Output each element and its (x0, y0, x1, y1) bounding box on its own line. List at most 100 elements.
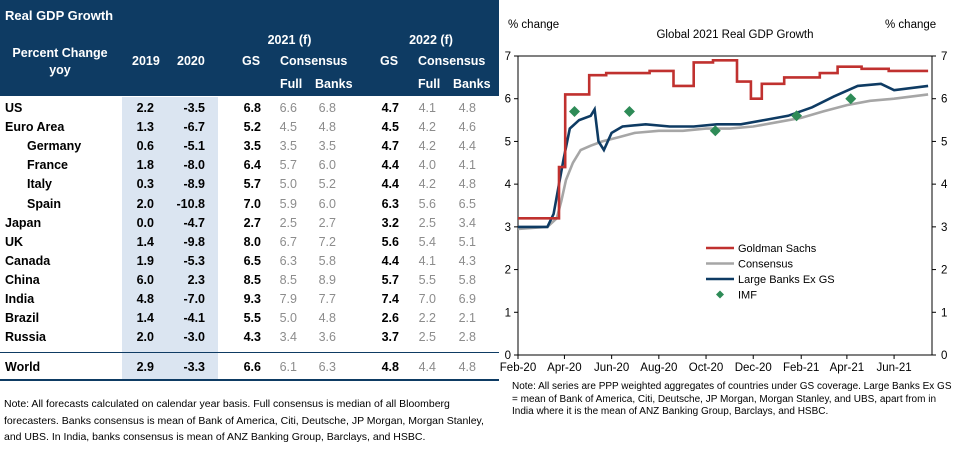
gs-2022-header: GS (380, 54, 399, 68)
left-tick-label: 4 (505, 179, 512, 191)
cell-v2019: 0.0 (136, 215, 154, 230)
cell-full22: 5.4 (418, 234, 436, 249)
cell-v2020: -3.0 (183, 330, 205, 345)
imf-point (568, 106, 580, 118)
row-label: World (5, 360, 41, 374)
cell-v2020: -6.7 (183, 120, 205, 135)
table-row: Euro Area 1.3 -6.7 5.2 4.5 4.8 4.5 4.2 4.6 (0, 118, 499, 137)
cell-v2019: 1.8 (136, 158, 154, 173)
cell-gs22: 4.7 (381, 139, 399, 154)
cell-full21: 5.0 (279, 311, 297, 326)
right-tick-label: 1 (941, 307, 947, 319)
x-tick-label: Apr-20 (547, 362, 582, 374)
cell-full22: 5.5 (418, 272, 436, 287)
cell-banks22: 4.8 (458, 101, 476, 115)
legend-label: Goldman Sachs (738, 243, 817, 255)
cell-gs21: 6.5 (243, 253, 261, 268)
cell-full22: 2.5 (418, 330, 436, 345)
cell-full22: 4.0 (418, 158, 436, 173)
cell-gs21: 7.0 (243, 196, 261, 211)
gdp-table: Real GDP Growth Percent Change yoy 2019 … (0, 0, 499, 443)
legend-label: Large Banks Ex GS (738, 274, 835, 286)
imf-point (709, 125, 721, 137)
left-tick-label: 7 (505, 51, 511, 63)
cell-full21: 6.1 (279, 360, 297, 374)
cell-gs21: 4.3 (243, 330, 261, 345)
cell-banks22: 2.8 (458, 330, 476, 345)
right-tick-label: 2 (941, 265, 947, 277)
cell-gs22: 7.4 (381, 292, 399, 306)
year-2019-header: 2019 (132, 54, 160, 68)
year-2020-header: 2020 (177, 54, 205, 68)
cell-full22: 5.6 (418, 196, 436, 211)
cell-v2019: 6.0 (136, 272, 154, 287)
shaded-history-columns (122, 97, 218, 380)
row-label: France (27, 158, 68, 173)
table-note: Note: All forecasts calculated on calend… (4, 398, 484, 443)
gs-2021-header: GS (242, 54, 261, 68)
left-tick-label: 3 (505, 222, 511, 234)
cell-gs22: 3.7 (381, 330, 399, 345)
forecast-2022-header: 2022 (f) (409, 33, 453, 47)
left-tick-label: 0 (505, 350, 511, 362)
cell-gs21: 2.7 (243, 215, 261, 230)
legend-marker-imf (716, 290, 724, 299)
cell-full22: 2.2 (418, 311, 436, 326)
consensus-2022-header: Consensus (418, 54, 486, 68)
row-label-header: Percent Change yoy (12, 46, 108, 77)
cell-gs21: 3.5 (243, 139, 261, 154)
cell-full21: 6.7 (279, 234, 297, 249)
cell-banks22: 2.1 (458, 311, 476, 326)
cell-gs22: 6.3 (381, 196, 399, 211)
consensus-2021-header: Consensus (280, 54, 348, 68)
cell-full22: 4.1 (418, 253, 436, 268)
cell-full21: 7.9 (279, 292, 297, 306)
cell-banks22: 4.6 (458, 120, 476, 135)
legend-label: IMF (738, 290, 757, 302)
cell-banks22: 5.8 (458, 272, 476, 287)
cell-banks22: 4.4 (458, 139, 476, 154)
cell-full22: 4.2 (418, 120, 436, 135)
cell-gs22: 4.8 (381, 360, 399, 374)
cell-full21: 2.5 (279, 215, 297, 230)
cell-banks21: 3.6 (318, 330, 336, 345)
forecast-2021-header: 2021 (f) (267, 33, 312, 47)
cell-gs21: 5.5 (243, 311, 261, 326)
imf-point (845, 93, 857, 105)
cell-v2020: -8.0 (183, 158, 205, 173)
cell-banks22: 4.3 (458, 253, 476, 268)
cell-v2020: -10.8 (176, 196, 206, 211)
cell-v2019: 1.3 (136, 120, 154, 135)
cell-banks22: 4.8 (458, 360, 476, 374)
cell-banks22: 6.5 (458, 196, 476, 211)
cell-full22: 4.2 (418, 177, 436, 192)
cell-gs22: 4.4 (381, 253, 399, 268)
cell-banks21: 6.0 (318, 158, 336, 173)
full-2022-header: Full (418, 77, 441, 91)
cell-v2019: 2.2 (136, 101, 154, 115)
x-tick-label: Apr-21 (830, 362, 865, 374)
table-row: Italy 0.3 -8.9 5.7 5.0 5.2 4.4 4.2 4.8 (0, 175, 499, 194)
cell-banks21: 3.5 (318, 139, 336, 154)
cell-banks22: 6.9 (458, 292, 476, 306)
cell-full21: 8.5 (279, 272, 297, 287)
cell-gs22: 4.4 (381, 158, 399, 173)
table-row: Canada 1.9 -5.3 6.5 6.3 5.8 4.4 4.1 4.3 (0, 252, 499, 271)
x-tick-label: Jun-20 (594, 362, 629, 374)
table-row: Japan 0.0 -4.7 2.7 2.5 2.7 3.2 2.5 3.4 (0, 214, 499, 233)
world-bottom-rule (0, 379, 499, 381)
cell-banks21: 6.8 (318, 101, 336, 115)
cell-banks21: 4.8 (318, 120, 336, 135)
cell-gs21: 8.0 (243, 234, 261, 249)
row-label: China (5, 272, 40, 287)
table-title: Real GDP Growth (5, 8, 114, 23)
plot-frame (517, 55, 933, 356)
cell-banks21: 6.3 (318, 360, 336, 374)
row-label: Germany (27, 139, 82, 154)
cell-v2020: 2.3 (187, 272, 205, 287)
cell-banks21: 4.8 (318, 311, 336, 326)
left-tick-label: 5 (505, 136, 511, 148)
cell-v2020: -9.8 (183, 234, 205, 249)
cell-full21: 6.6 (279, 101, 297, 115)
chart-title: Global 2021 Real GDP Growth (656, 29, 813, 41)
